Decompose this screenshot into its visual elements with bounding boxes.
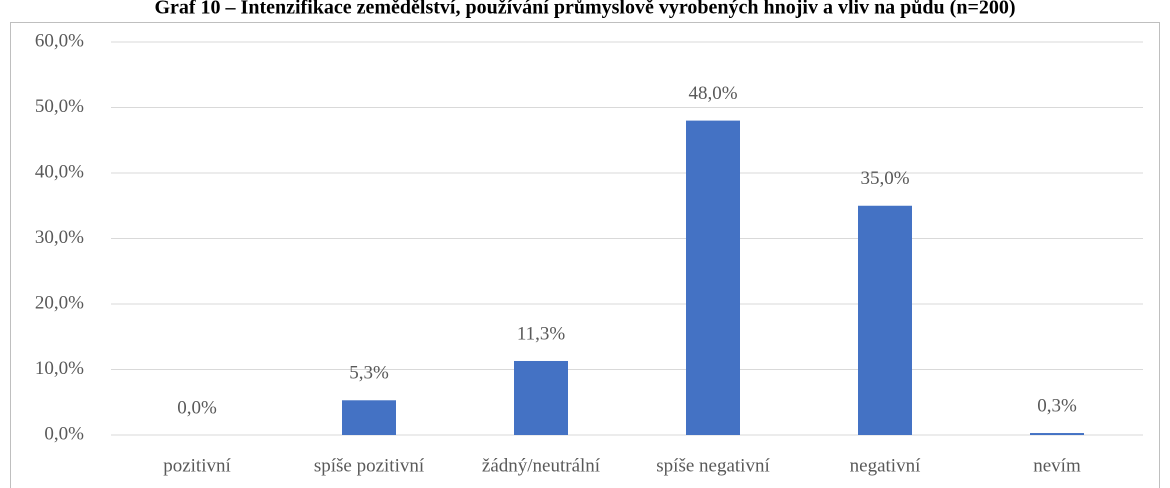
x-tick-label: žádný/neutrální xyxy=(482,455,601,476)
y-tick-label: 0,0% xyxy=(44,423,84,444)
x-tick-label: nevím xyxy=(1033,455,1081,476)
bar xyxy=(1030,433,1084,435)
x-tick-label: spíše pozitivní xyxy=(314,455,425,476)
y-tick-label: 10,0% xyxy=(35,358,84,379)
chart-border xyxy=(10,22,1160,488)
x-tick-label: negativní xyxy=(850,455,921,476)
bar xyxy=(342,400,396,435)
bar xyxy=(686,120,740,435)
value-label: 11,3% xyxy=(517,323,566,344)
y-tick-label: 60,0% xyxy=(35,30,84,51)
chart-title: Graf 10 – Intenzifikace zemědělství, pou… xyxy=(154,0,1015,19)
y-tick-label: 50,0% xyxy=(35,96,84,117)
value-label: 35,0% xyxy=(860,168,909,189)
value-label: 5,3% xyxy=(349,363,389,384)
y-tick-label: 20,0% xyxy=(35,292,84,313)
x-tick-label: spíše negativní xyxy=(656,455,770,476)
value-label: 48,0% xyxy=(688,83,737,104)
y-tick-label: 30,0% xyxy=(35,227,84,248)
bar xyxy=(514,360,568,435)
y-tick-label: 40,0% xyxy=(35,161,84,182)
x-tick-label: pozitivní xyxy=(163,455,231,476)
value-label: 0,3% xyxy=(1037,395,1077,416)
value-label: 0,0% xyxy=(177,397,217,418)
bar xyxy=(858,205,912,435)
